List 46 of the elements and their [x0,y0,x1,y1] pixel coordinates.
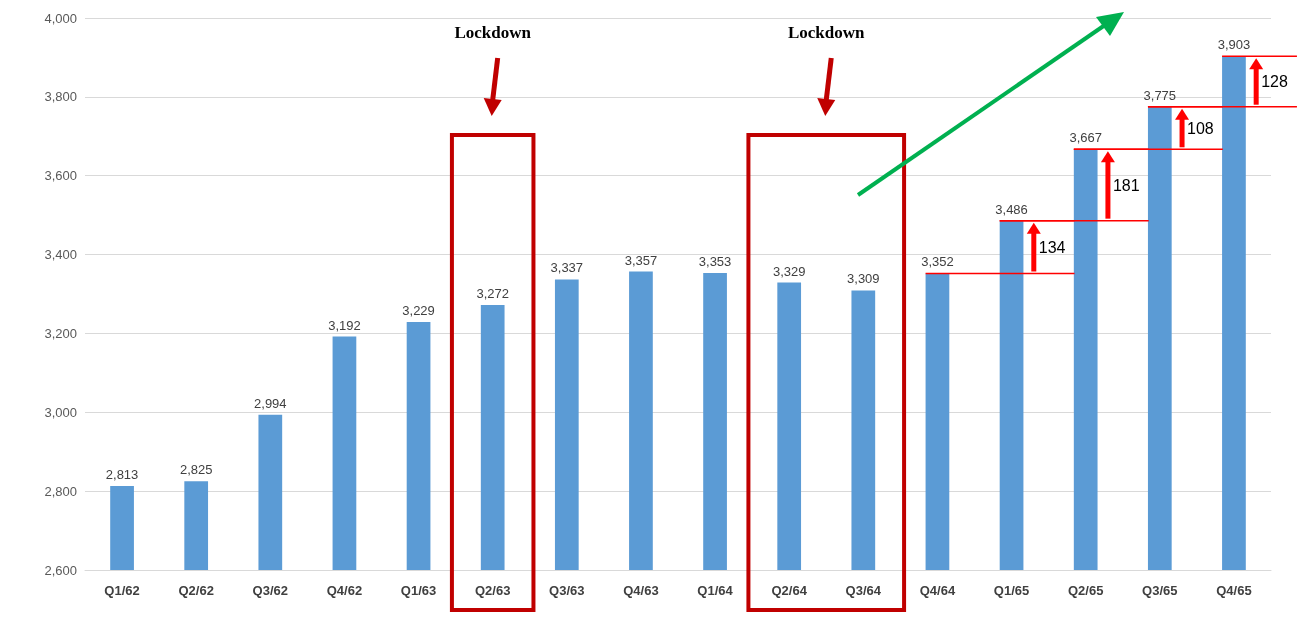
x-tick-label: Q4/65 [1216,583,1252,598]
x-tick-label: Q1/63 [400,583,437,598]
x-tick-label: Q2/64 [771,583,808,598]
data-label: 3,486 [995,201,1028,217]
data-label: 3,775 [1143,87,1177,103]
x-tick-label: Q1/62 [104,583,140,598]
y-tick-label: 3,200 [44,325,77,341]
annotation: Lockdown [454,23,532,42]
annotation: 128 [1261,73,1288,91]
data-label: 3,352 [921,254,954,270]
data-label: 2,813 [105,467,139,483]
y-tick-label: 2,800 [44,483,77,499]
y-tick-label: 3,800 [44,89,77,105]
y-tick-label: 4,000 [44,10,77,26]
annotation: 181 [1112,176,1140,194]
data-label: 3,229 [402,302,435,318]
annotation: 108 [1187,120,1214,138]
y-tick-label: 3,000 [44,404,77,420]
x-tick-label: Q3/62 [252,583,289,598]
data-label: 3,357 [624,252,658,268]
data-label: 2,994 [254,395,287,411]
data-label: 3,329 [772,263,806,279]
y-tick-label: 2,600 [44,562,77,578]
data-label: 3,353 [698,254,732,270]
x-tick-label: Q4/64 [919,583,956,598]
x-tick-label: Q1/65 [993,583,1030,598]
data-label: 3,667 [1069,130,1102,146]
data-label: 3,192 [328,317,361,333]
x-tick-label: Q4/62 [326,583,363,598]
y-tick-label: 3,400 [44,247,77,263]
data-label: 2,825 [179,462,213,478]
x-tick-label: Q2/65 [1067,583,1104,598]
annotation: 134 [1038,239,1066,257]
data-label: 3,337 [550,260,584,276]
annotation: Lockdown [787,23,866,42]
x-tick-label: Q3/65 [1142,583,1178,598]
data-label: 3,272 [476,286,509,302]
data-label: 3,903 [1217,37,1251,53]
x-tick-label: Q3/64 [845,583,882,598]
x-tick-label: Q2/62 [178,583,214,598]
y-tick-label: 3,600 [44,168,77,184]
x-tick-label: Q1/64 [697,583,734,598]
data-label: 3,309 [847,271,880,287]
x-tick-label: Q2/63 [474,583,511,598]
x-tick-label: Q3/63 [549,583,585,598]
x-tick-label: Q4/63 [623,583,659,598]
